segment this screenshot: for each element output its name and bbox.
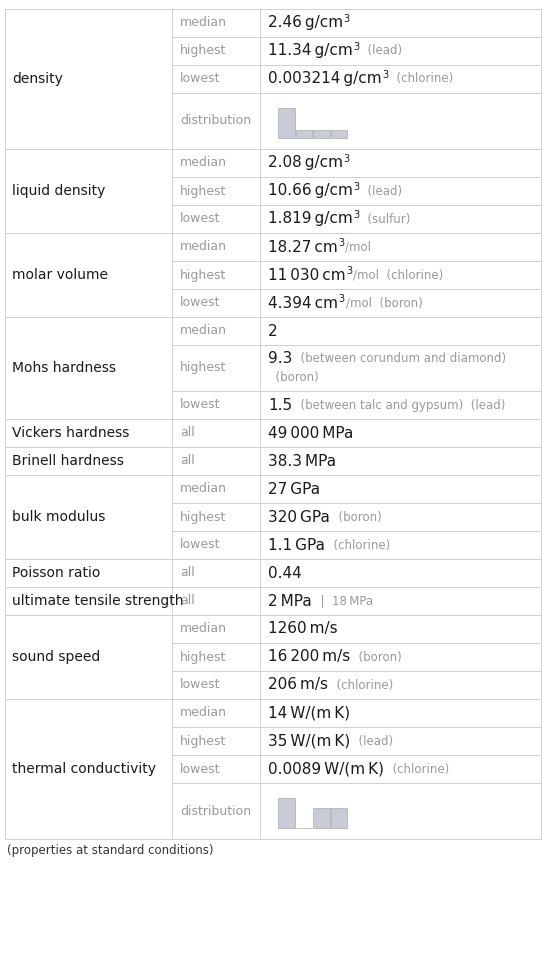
Text: (boron): (boron) [268,371,319,384]
Text: lowest: lowest [180,213,221,225]
Text: 206 m/s: 206 m/s [268,677,328,692]
Text: (between talc and gypsum)  (lead): (between talc and gypsum) (lead) [293,398,506,412]
Text: sound speed: sound speed [12,650,100,664]
Text: 3: 3 [346,265,352,276]
Text: (chlorine): (chlorine) [329,678,393,691]
Text: /mol  (chlorine): /mol (chlorine) [353,268,443,282]
Text: 9.3: 9.3 [268,351,292,367]
Text: highest: highest [180,184,227,198]
Text: 49 000 MPa: 49 000 MPa [268,426,353,440]
Text: 27 GPa: 27 GPa [268,481,320,497]
Bar [313,808,329,828]
Text: 18.27 cm: 18.27 cm [268,240,338,254]
Text: Mohs hardness: Mohs hardness [12,361,116,375]
Text: median: median [180,16,227,30]
Text: 2 MPa: 2 MPa [268,593,312,608]
Text: highest: highest [180,268,227,282]
Text: 3: 3 [353,210,359,220]
Bar [330,808,347,828]
Text: 35 W/(m K): 35 W/(m K) [268,733,350,749]
Text: 38.3 MPa: 38.3 MPa [268,454,336,469]
Text: (chlorine): (chlorine) [389,73,454,86]
Text: 10.66 g/cm: 10.66 g/cm [268,183,353,199]
Text: (lead): (lead) [351,734,393,748]
Text: median: median [180,325,227,337]
Text: 0.44: 0.44 [268,565,302,581]
Text: thermal conductivity: thermal conductivity [12,762,156,776]
Text: Vickers hardness: Vickers hardness [12,426,129,440]
Text: 4.394 cm: 4.394 cm [268,295,338,310]
Text: highest: highest [180,734,227,748]
Text: Brinell hardness: Brinell hardness [12,454,124,468]
Text: lowest: lowest [180,762,221,775]
Text: /mol  (boron): /mol (boron) [346,296,423,309]
Text: (sulfur): (sulfur) [360,213,411,225]
Text: highest: highest [180,650,227,664]
Text: (boron): (boron) [331,511,382,523]
Bar [278,797,294,828]
Text: lowest: lowest [180,296,221,309]
Text: median: median [180,157,227,169]
Text: 3: 3 [353,42,359,52]
Text: 14 W/(m K): 14 W/(m K) [268,706,350,720]
Text: lowest: lowest [180,539,221,551]
Text: (between corundum and diamond): (between corundum and diamond) [293,352,507,366]
Bar [295,131,312,138]
Text: 320 GPa: 320 GPa [268,510,330,524]
Text: density: density [12,72,63,86]
Text: (lead): (lead) [360,45,402,57]
Text: bulk modulus: bulk modulus [12,510,105,524]
Text: (lead): (lead) [360,184,402,198]
Text: 3: 3 [339,238,345,247]
Text: 1.819 g/cm: 1.819 g/cm [268,211,353,226]
Text: all: all [180,595,195,607]
Bar [330,131,347,138]
Text: 0.0089 W/(m K): 0.0089 W/(m K) [268,761,384,776]
Text: 11 030 cm: 11 030 cm [268,267,346,283]
Text: ultimate tensile strength: ultimate tensile strength [12,594,183,608]
Text: 3: 3 [382,70,388,80]
Text: all: all [180,427,195,439]
Text: Poisson ratio: Poisson ratio [12,566,100,580]
Text: highest: highest [180,45,227,57]
Text: 0.003214 g/cm: 0.003214 g/cm [268,72,382,87]
Text: all: all [180,566,195,580]
Text: median: median [180,623,227,635]
Text: lowest: lowest [180,678,221,691]
Text: (properties at standard conditions): (properties at standard conditions) [7,844,213,857]
Text: 2.46 g/cm: 2.46 g/cm [268,15,343,31]
Text: molar volume: molar volume [12,268,108,282]
Text: 3: 3 [343,154,349,164]
Text: 11.34 g/cm: 11.34 g/cm [268,44,353,58]
Bar [278,108,294,138]
Text: 3: 3 [339,294,345,304]
Text: all: all [180,455,195,468]
Text: liquid density: liquid density [12,184,105,198]
Text: highest: highest [180,362,227,374]
Text: 2.08 g/cm: 2.08 g/cm [268,156,343,171]
Text: distribution: distribution [180,804,251,817]
Text: /mol: /mol [346,241,371,253]
Text: 3: 3 [343,13,350,24]
Text: lowest: lowest [180,73,221,86]
Text: 16 200 m/s: 16 200 m/s [268,649,350,665]
Text: highest: highest [180,511,227,523]
Text: lowest: lowest [180,398,221,412]
Text: median: median [180,707,227,719]
Text: 3: 3 [353,181,359,192]
Text: |  18 MPa: | 18 MPa [313,595,373,607]
Text: median: median [180,241,227,253]
Text: (boron): (boron) [351,650,402,664]
Text: median: median [180,482,227,496]
Text: (chlorine): (chlorine) [326,539,390,551]
Text: distribution: distribution [180,115,251,128]
Bar [313,131,329,138]
Text: 1.5: 1.5 [268,397,292,413]
Text: 1260 m/s: 1260 m/s [268,622,337,636]
Text: (chlorine): (chlorine) [385,762,449,775]
Text: 1.1 GPa: 1.1 GPa [268,538,325,553]
Text: 2: 2 [268,324,277,338]
